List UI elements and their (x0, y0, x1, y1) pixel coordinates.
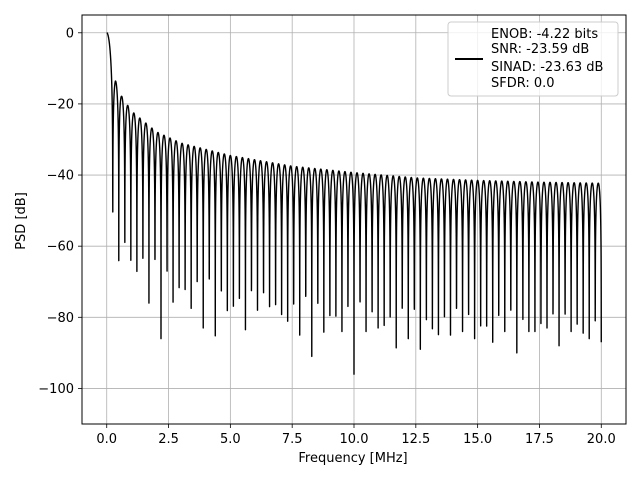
y-tick-label: −60 (47, 240, 74, 255)
y-tick-label: −80 (47, 311, 74, 326)
legend: ENOB: -4.22 bits SNR: -23.59 dB SINAD: -… (447, 21, 619, 97)
legend-box (447, 21, 619, 97)
x-tick-label: 5.0 (220, 432, 241, 447)
legend-sfdr: SFDR: 0.0 (491, 76, 555, 91)
y-axis-label: PSD [dB] (14, 192, 29, 250)
x-tick-label: 12.5 (401, 432, 430, 447)
ticks: 0.0 2.5 5.0 7.5 10.0 12.5 15.0 17.5 20.0 0 −20 −40 −… (38, 26, 615, 447)
psd-series-line (106, 32, 602, 375)
x-tick-label: 10.0 (340, 432, 369, 447)
legend-snr: SNR: -23.59 dB (491, 42, 589, 57)
x-tick-label: 20.0 (587, 432, 616, 447)
y-tick-label: 0 (66, 26, 74, 41)
y-tick-label: −20 (47, 97, 74, 112)
x-tick-label: 7.5 (282, 432, 303, 447)
y-tick-label: −40 (47, 169, 74, 184)
x-tick-label: 0.0 (96, 432, 117, 447)
plot-area (106, 32, 602, 375)
x-tick-label: 15.0 (463, 432, 492, 447)
x-axis-label: Frequency [MHz] (298, 451, 407, 466)
x-tick-label: 2.5 (158, 432, 179, 447)
y-tick-label: −100 (38, 382, 74, 397)
legend-enob: ENOB: -4.22 bits (491, 27, 598, 42)
x-tick-label: 17.5 (525, 432, 554, 447)
legend-sinad: SINAD: -23.63 dB (491, 60, 603, 75)
